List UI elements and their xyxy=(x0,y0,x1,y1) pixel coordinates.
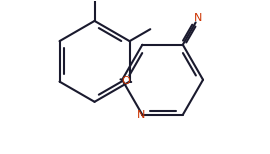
Text: N: N xyxy=(137,110,146,120)
Text: O: O xyxy=(122,76,130,86)
Text: N: N xyxy=(194,13,202,23)
